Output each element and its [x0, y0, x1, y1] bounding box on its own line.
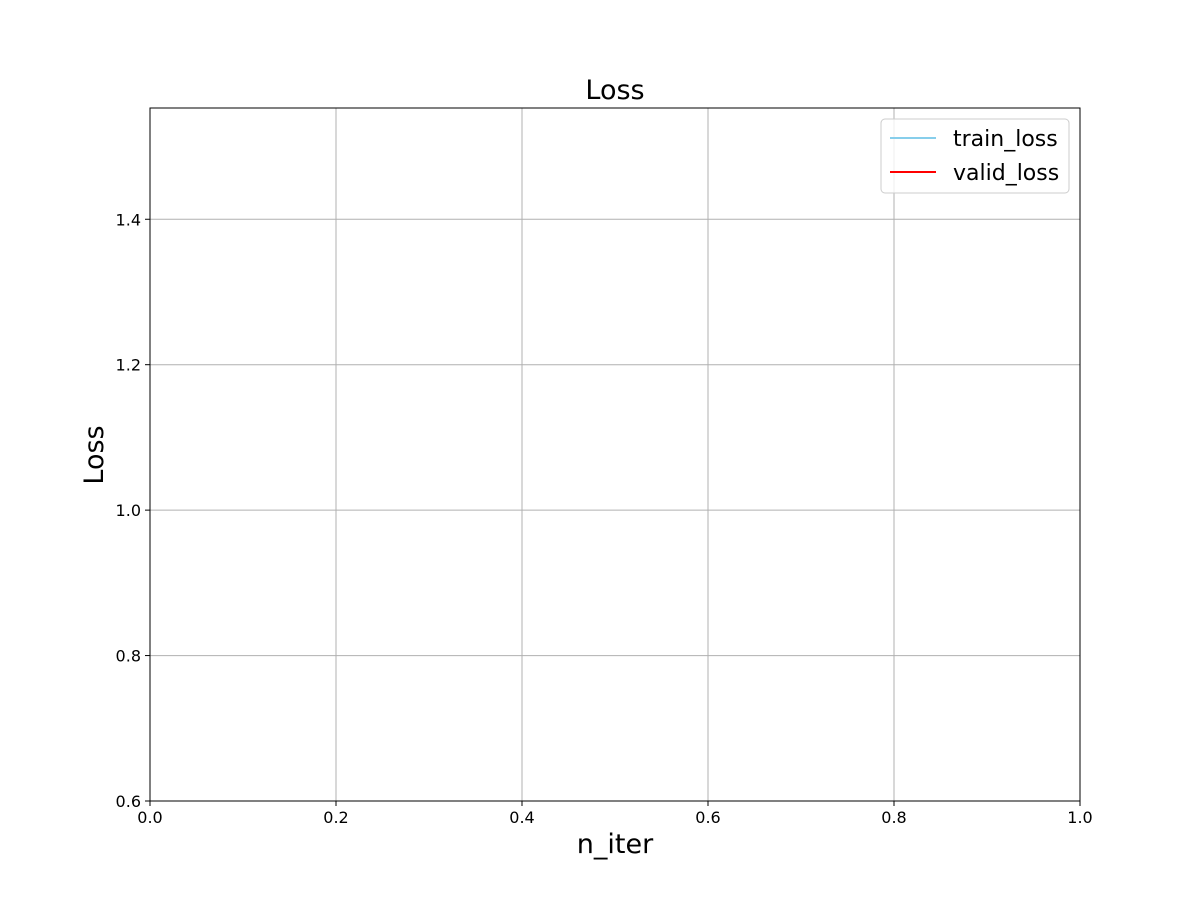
y-tick-label: 1.2: [116, 356, 141, 375]
legend-label-train-loss: train_loss: [953, 127, 1058, 152]
x-tick-label: 0.0: [137, 808, 162, 827]
chart-title: Loss: [585, 75, 644, 106]
y-tick-label: 1.0: [116, 501, 141, 520]
y-tick-label: 1.4: [116, 210, 141, 229]
legend-label-valid-loss: valid_loss: [953, 161, 1059, 186]
x-axis-label: n_iter: [577, 829, 654, 860]
x-tick-label: 0.2: [323, 808, 348, 827]
y-tick-label: 0.8: [116, 647, 141, 666]
x-tick-label: 0.8: [881, 808, 906, 827]
legend: train_loss valid_loss: [880, 118, 1070, 194]
x-tick-label: 1.0: [1067, 808, 1092, 827]
x-tick-label: 0.6: [695, 808, 720, 827]
y-axis-label: Loss: [79, 425, 110, 484]
y-tick-label: 0.6: [116, 792, 141, 811]
x-axis-ticks: 0.0 0.2 0.4 0.6 0.8 1.0: [137, 801, 1093, 827]
y-axis-ticks: 0.6 0.8 1.0 1.2 1.4: [116, 210, 150, 811]
grid-layer: [149, 108, 1081, 802]
plot-frame: [149, 107, 1081, 802]
x-tick-label: 0.4: [509, 808, 534, 827]
